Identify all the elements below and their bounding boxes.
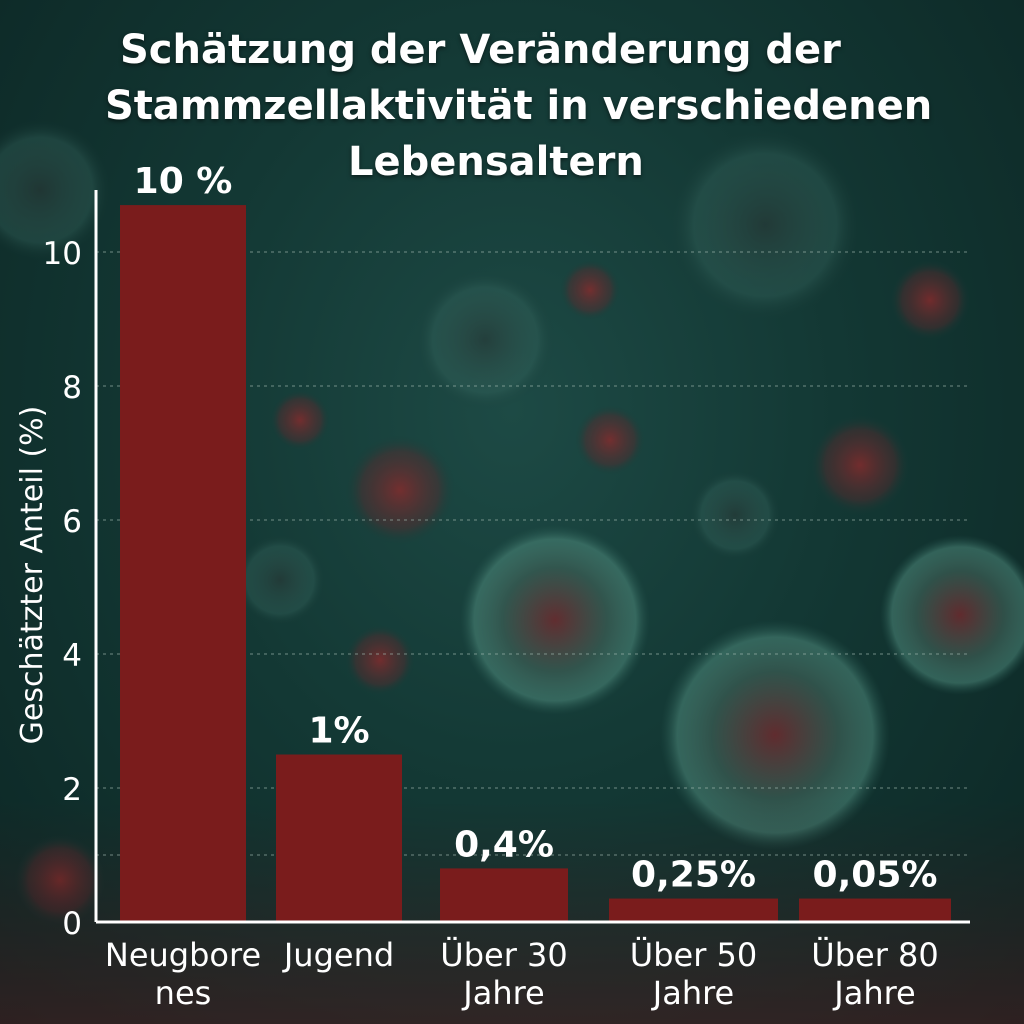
data-label: 1%	[308, 711, 369, 752]
bar	[609, 898, 778, 922]
bars	[120, 205, 951, 923]
data-label: 0,25%	[631, 855, 756, 896]
y-tick-label: 6	[62, 504, 82, 540]
data-label: 0,4%	[454, 824, 554, 865]
bar	[120, 205, 246, 923]
data-label: 0,05%	[813, 855, 938, 896]
y-tick-label: 10	[43, 236, 82, 272]
bar	[440, 868, 568, 922]
chart-title-line-3: Lebensaltern	[348, 139, 644, 185]
x-tick-label: Über 50	[630, 936, 757, 974]
y-axis-ticks: 0 2 4 6 8 10	[43, 236, 82, 942]
x-tick-label: Jahre	[832, 974, 915, 1012]
x-tick-label: Über 30	[440, 936, 567, 974]
chart-title: Schätzung der Veränderung der Stammzella…	[0, 22, 1024, 190]
bar	[799, 898, 951, 922]
x-tick-label: Jahre	[461, 974, 544, 1012]
chart-title-line-1: Schätzung der Veränderung der	[120, 27, 841, 73]
x-tick-label: Jugend	[282, 936, 394, 974]
x-tick-label: Jahre	[651, 974, 734, 1012]
x-tick-label: Über 80	[811, 936, 938, 974]
y-axis-label: Geschätzter Anteil (%)	[15, 406, 50, 745]
x-tick-label: Neugbore	[105, 936, 261, 974]
x-tick-label: nes	[155, 974, 212, 1012]
y-tick-label: 2	[62, 772, 82, 808]
y-tick-label: 0	[62, 906, 82, 942]
y-tick-label: 8	[62, 370, 82, 406]
bar	[276, 754, 402, 922]
y-tick-label: 4	[62, 638, 82, 674]
chart-title-line-2: Stammzellaktivität in verschiedenen	[105, 83, 933, 129]
gridlines	[96, 251, 970, 856]
data-label: 10 %	[134, 161, 233, 202]
data-labels: 10 % 1% 0,4% 0,25% 0,05%	[134, 161, 938, 895]
